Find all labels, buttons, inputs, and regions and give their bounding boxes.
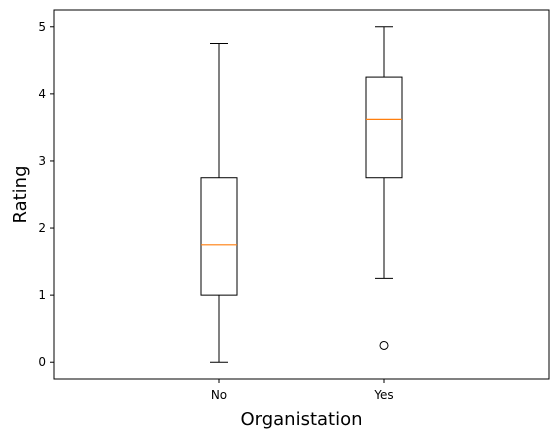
y-tick-label: 2 [38, 221, 46, 235]
y-axis-ticks: 0 1 2 3 4 5 [38, 20, 54, 369]
box-yes [365, 26, 403, 350]
y-tick-label: 5 [38, 20, 46, 34]
x-axis-ticks: No Yes [211, 379, 394, 402]
x-tick-label: Yes [373, 388, 393, 402]
x-axis-title: Organistation [240, 409, 362, 430]
y-tick-label: 4 [38, 87, 46, 101]
x-tick-label: No [211, 388, 227, 402]
y-tick-label: 3 [38, 154, 46, 168]
box-series [200, 26, 403, 363]
plot-frame [53, 9, 550, 380]
iqr-box [200, 177, 238, 296]
iqr-box [365, 76, 403, 179]
box-no [200, 43, 238, 363]
y-tick-label: 0 [38, 355, 46, 369]
y-axis-title: Rating [10, 165, 31, 223]
outlier-point [379, 340, 389, 350]
y-tick-label: 1 [38, 288, 46, 302]
